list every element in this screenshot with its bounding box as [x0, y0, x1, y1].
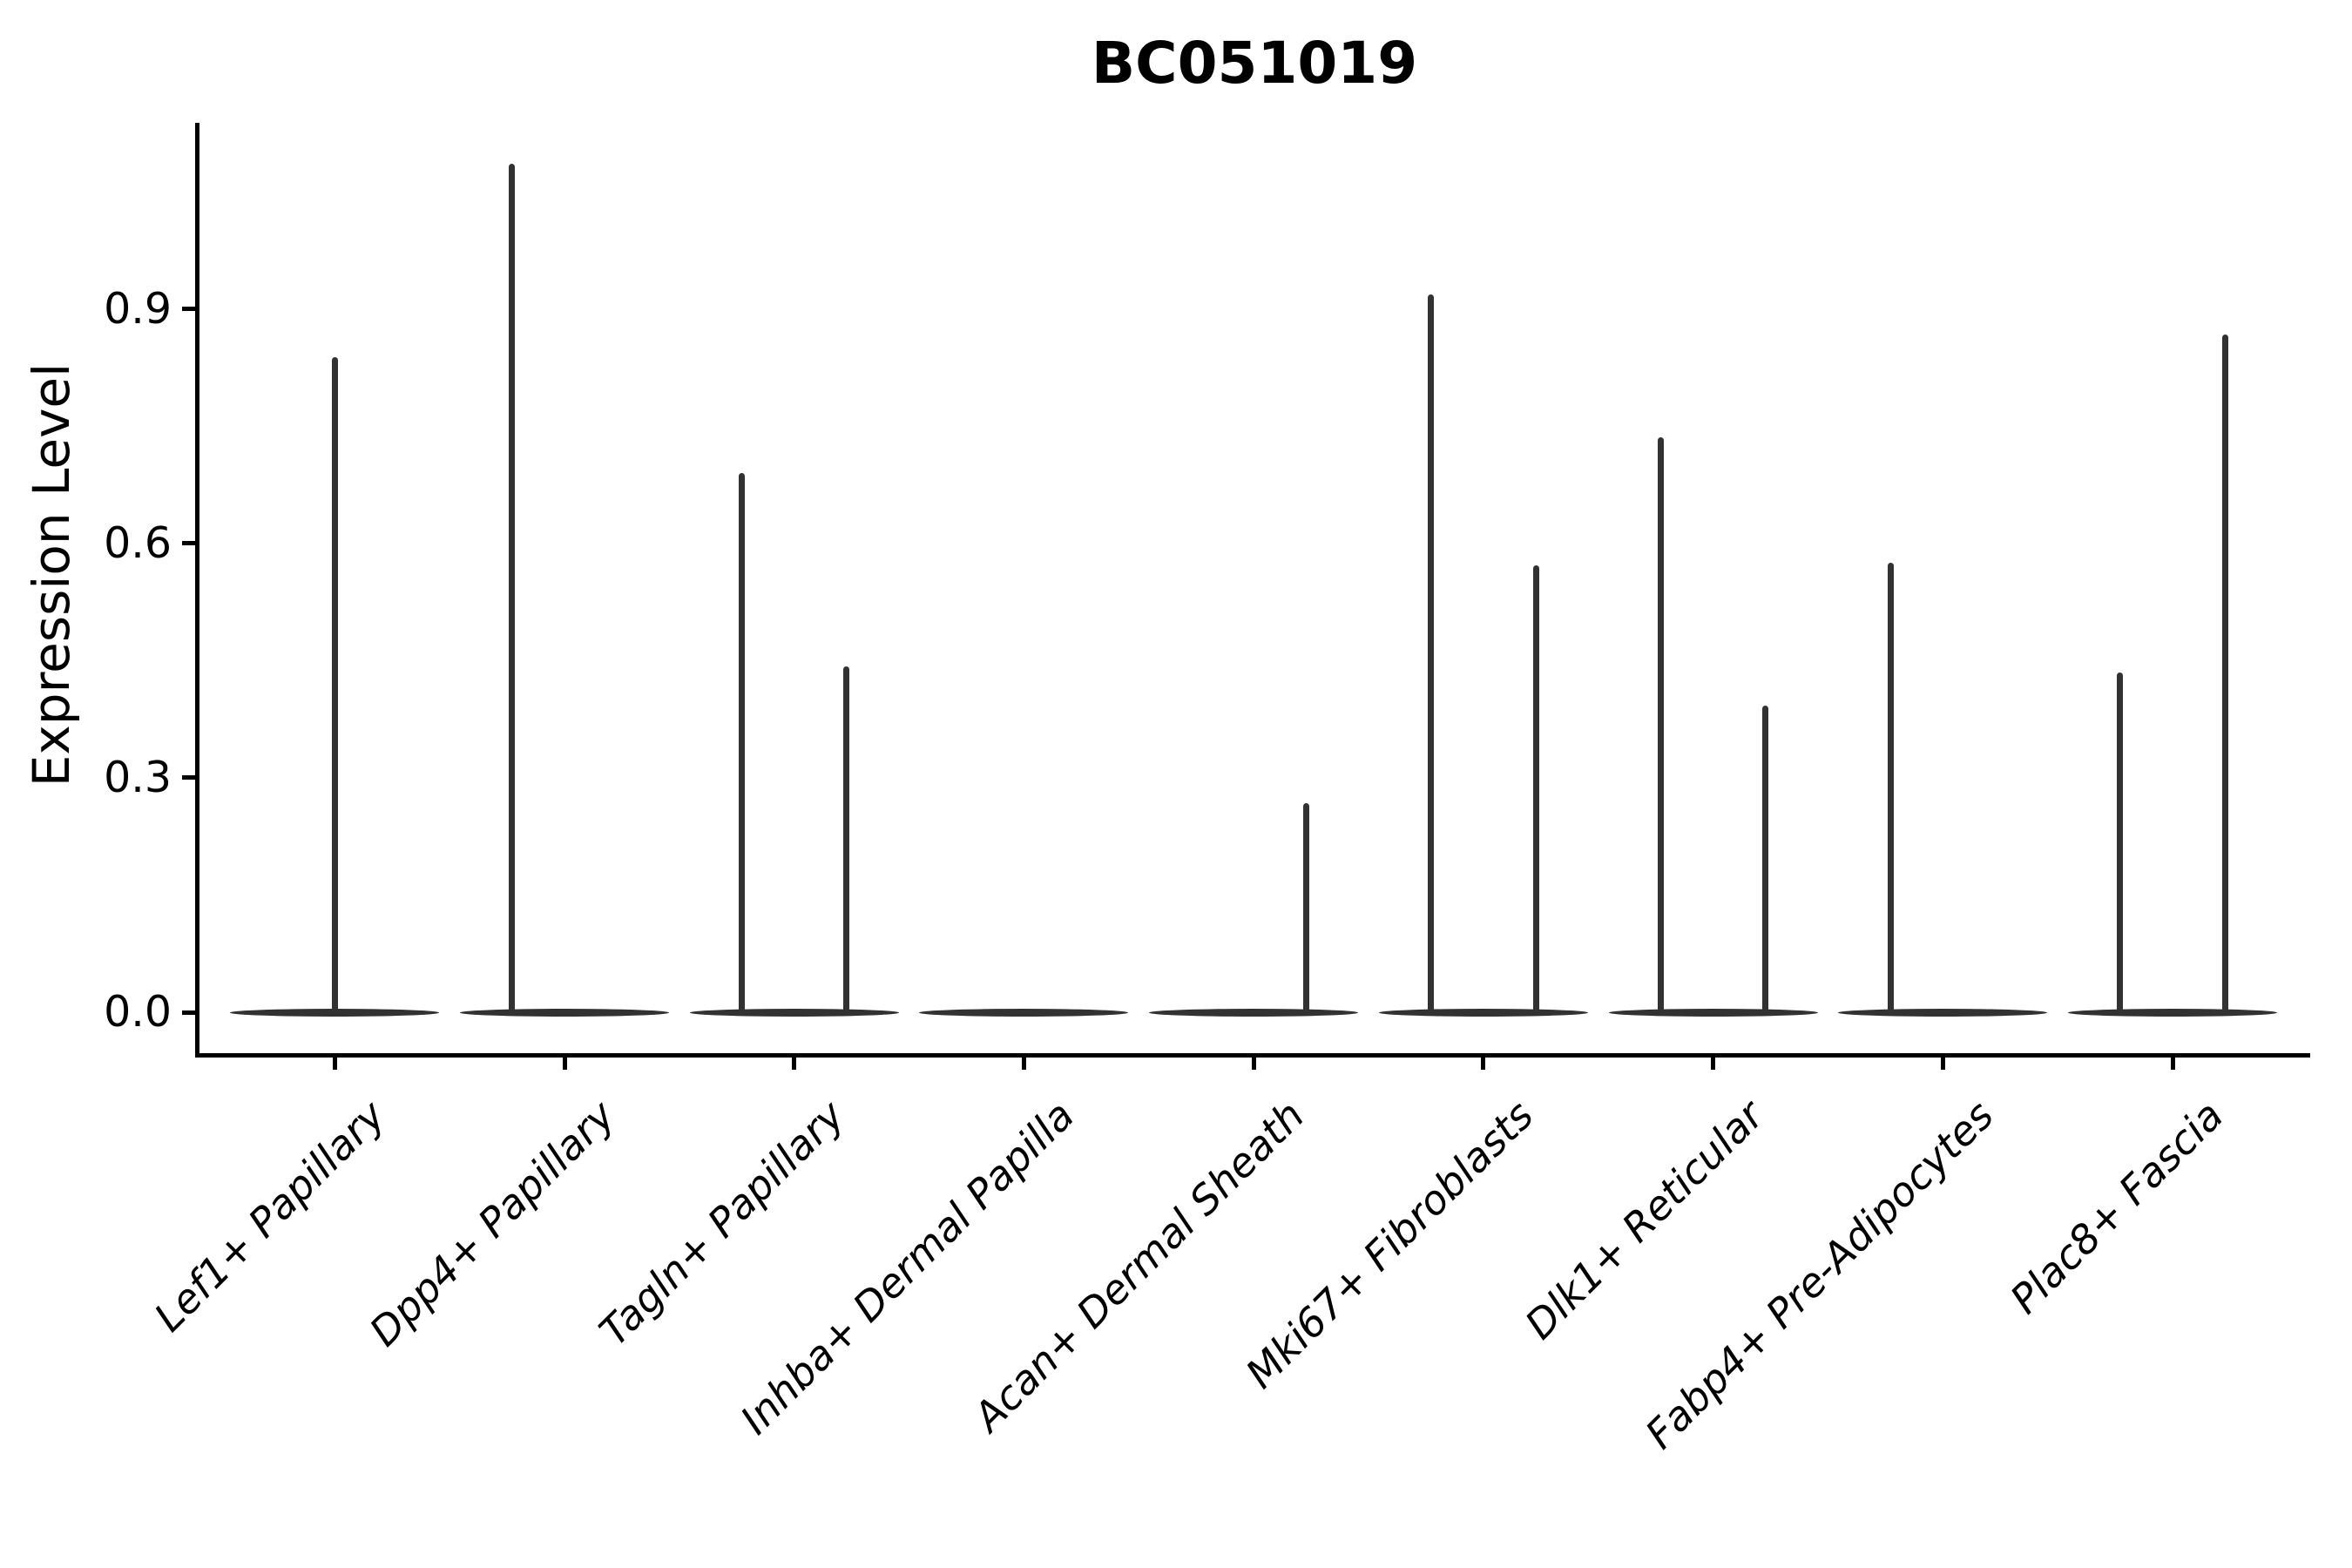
violin-spike: [1887, 563, 1894, 1016]
x-tick: [1711, 1053, 1716, 1070]
x-tick-label: Dpp4+ Papillary: [360, 1092, 625, 1355]
y-tick: [182, 775, 198, 781]
y-tick-label: 0.6: [104, 517, 172, 568]
violin-spike: [2221, 335, 2228, 1016]
x-tick-label: Tagln+ Papillary: [590, 1092, 854, 1355]
x-tick-label: Lef1+ Papillary: [145, 1092, 395, 1341]
x-tick: [2170, 1053, 2175, 1070]
x-tick: [332, 1053, 337, 1070]
chart-title: BC051019: [1091, 30, 1418, 97]
x-tick: [1251, 1053, 1256, 1070]
violin-spike: [331, 357, 338, 1016]
violin-spike: [1762, 706, 1769, 1016]
x-tick: [562, 1053, 567, 1070]
x-tick: [1021, 1053, 1026, 1070]
violin-spike: [1532, 564, 1539, 1016]
x-tick-label: Plac8+ Fascia: [2000, 1092, 2233, 1323]
y-axis-spine: [195, 123, 199, 1058]
y-tick-label: 0.3: [104, 752, 172, 802]
x-tick: [1481, 1053, 1486, 1070]
x-tick-label: Dlk1+ Reticular: [1516, 1092, 1773, 1348]
violin-base: [1378, 1008, 1588, 1017]
y-tick: [182, 541, 198, 546]
violin-spike: [1302, 802, 1309, 1016]
violin-base: [1608, 1008, 1818, 1017]
violin-base: [919, 1008, 1129, 1017]
violin-spike: [509, 163, 516, 1016]
violin-spike: [1657, 436, 1664, 1016]
y-tick-label: 0.0: [104, 987, 172, 1037]
violin-base: [1149, 1008, 1359, 1017]
violin-spike: [739, 473, 746, 1016]
violin-spike: [2117, 672, 2124, 1016]
y-tick: [182, 307, 198, 312]
violin-base: [460, 1008, 669, 1017]
x-tick: [1940, 1053, 1945, 1070]
violin-base: [1838, 1008, 2048, 1017]
violin-spike: [843, 666, 850, 1016]
x-tick: [792, 1053, 797, 1070]
y-tick: [182, 1010, 198, 1015]
violin-spike: [1428, 294, 1435, 1016]
violin-base: [689, 1008, 899, 1017]
violin-base: [2068, 1008, 2278, 1017]
y-tick-label: 0.9: [104, 283, 172, 334]
